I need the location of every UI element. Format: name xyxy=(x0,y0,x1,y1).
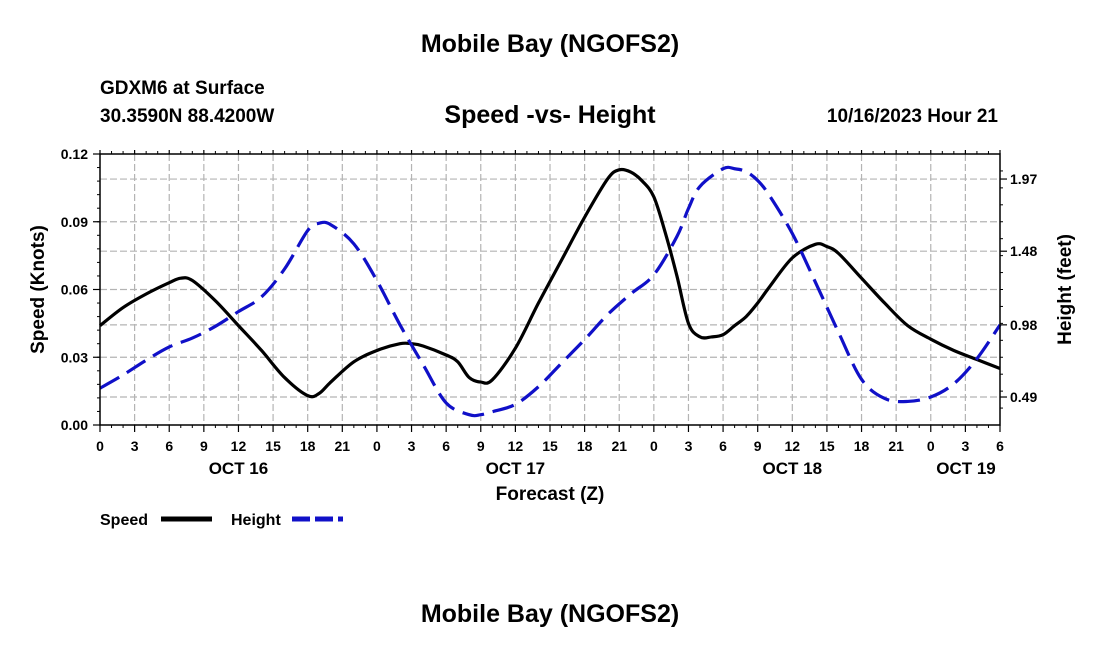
x-tick-label: 12 xyxy=(508,438,524,454)
x-tick-label: 18 xyxy=(577,438,593,454)
x-tick-label: 0 xyxy=(650,438,658,454)
y2-tick-label: 1.97 xyxy=(1010,171,1037,187)
x-tick-label: 6 xyxy=(719,438,727,454)
x-tick-label: 21 xyxy=(611,438,627,454)
legend-speed-label: Speed xyxy=(100,512,148,529)
x-tick-label: 3 xyxy=(685,438,693,454)
y-tick-label: 0.00 xyxy=(61,417,88,433)
y2-tick-label: 0.98 xyxy=(1010,317,1037,333)
axes: 0 3 6 9 12 15 18 21 0 3 6 9 12 15 18 21 0 3 6 9 12 15 18 21 0 3 6 0… xyxy=(61,146,1038,478)
legend-height-label: Height xyxy=(231,512,281,529)
grid xyxy=(100,154,1000,425)
x-day-label: OCT 18 xyxy=(763,459,823,478)
x-day-label: OCT 19 xyxy=(936,459,996,478)
y-axis-title: Speed (Knots) xyxy=(28,225,49,354)
x-tick-label: 9 xyxy=(200,438,208,454)
x-tick-label: 0 xyxy=(373,438,381,454)
y-tick-label: 0.09 xyxy=(61,214,88,230)
x-tick-label: 3 xyxy=(408,438,416,454)
x-tick-label: 18 xyxy=(300,438,316,454)
x-tick-label: 0 xyxy=(96,438,104,454)
x-tick-label: 6 xyxy=(442,438,450,454)
x-tick-label: 15 xyxy=(265,438,281,454)
x-tick-label: 6 xyxy=(165,438,173,454)
x-tick-label: 9 xyxy=(477,438,485,454)
y2-axis-title: Height (feet) xyxy=(1055,234,1076,345)
series-line-height xyxy=(99,165,1002,418)
x-tick-label: 21 xyxy=(888,438,904,454)
station-coordinates: 30.3590N 88.4200W xyxy=(100,106,275,127)
station-label: GDXM6 at Surface xyxy=(100,78,265,99)
chart-title: Speed -vs- Height xyxy=(444,101,656,129)
x-day-label: OCT 16 xyxy=(209,459,269,478)
series-line-speed xyxy=(99,167,1001,399)
x-tick-label: 3 xyxy=(961,438,969,454)
y-tick-label: 0.12 xyxy=(61,146,88,162)
x-tick-label: 12 xyxy=(231,438,247,454)
footer-title: Mobile Bay (NGOFS2) xyxy=(420,600,680,628)
y2-tick-label: 1.48 xyxy=(1010,243,1037,259)
x-tick-label: 15 xyxy=(819,438,835,454)
y2-tick-label: 0.49 xyxy=(1010,389,1037,405)
x-tick-label: 12 xyxy=(785,438,801,454)
x-day-label: OCT 17 xyxy=(486,459,546,478)
x-tick-label: 21 xyxy=(335,438,351,454)
page-title: Mobile Bay (NGOFS2) xyxy=(420,30,680,58)
x-axis-title: Forecast (Z) xyxy=(496,484,605,505)
x-tick-label: 9 xyxy=(754,438,762,454)
x-tick-label: 3 xyxy=(131,438,139,454)
legend: Speed Height xyxy=(100,512,343,529)
series-lines xyxy=(99,165,1002,418)
x-tick-label: 18 xyxy=(854,438,870,454)
forecast-datetime: 10/16/2023 Hour 21 xyxy=(826,106,998,127)
y-tick-label: 0.06 xyxy=(61,282,88,298)
y-tick-label: 0.03 xyxy=(61,349,88,365)
x-tick-label: 0 xyxy=(927,438,935,454)
x-tick-label: 6 xyxy=(996,438,1004,454)
x-tick-label: 15 xyxy=(542,438,558,454)
